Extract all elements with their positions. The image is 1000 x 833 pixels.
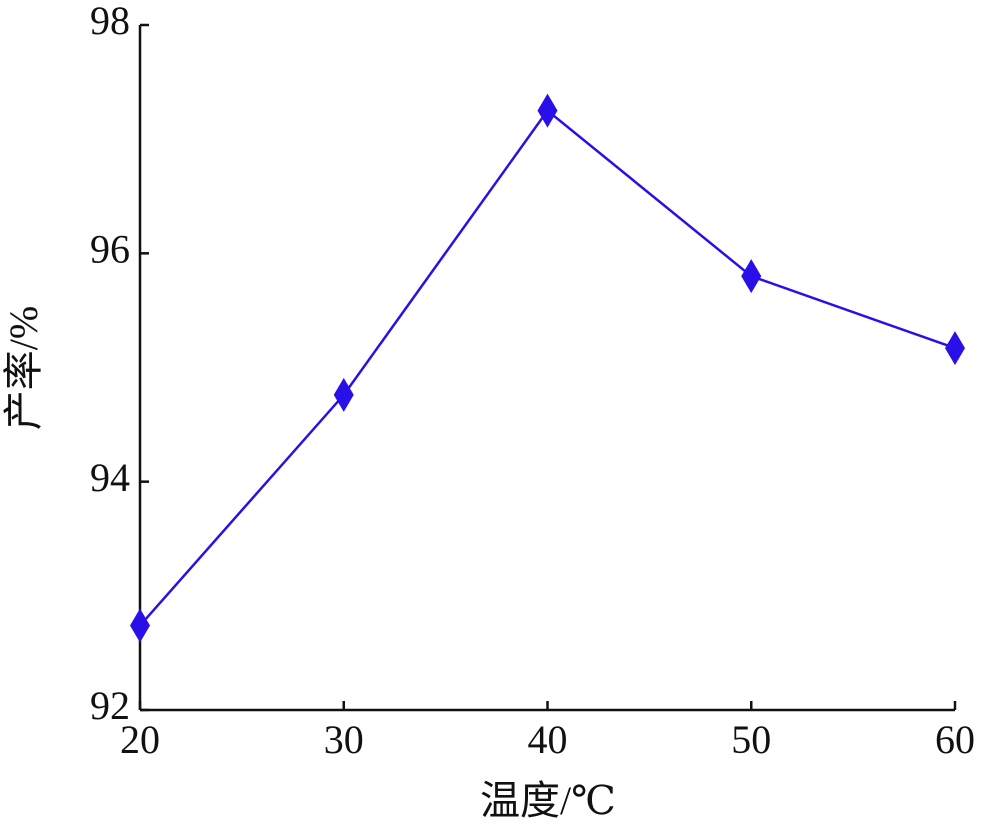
y-tick-label: 98 <box>90 0 130 43</box>
data-point <box>945 331 965 366</box>
data-point <box>333 377 354 412</box>
x-tick-label: 50 <box>731 717 771 762</box>
x-tick-label: 20 <box>120 717 160 762</box>
x-tick-label: 40 <box>528 717 568 762</box>
data-line <box>139 108 956 627</box>
y-axis-label: 产率/% <box>1 306 46 430</box>
x-tick-label: 30 <box>324 717 364 762</box>
y-tick-label: 96 <box>90 227 130 272</box>
y-tick-label: 94 <box>90 455 130 500</box>
data-point <box>741 259 762 294</box>
x-axis-label: 温度/℃ <box>480 778 616 823</box>
data-point <box>130 608 150 643</box>
x-tick-label: 60 <box>935 717 975 762</box>
y-tick-label: 92 <box>90 683 130 728</box>
data-point <box>537 93 558 128</box>
